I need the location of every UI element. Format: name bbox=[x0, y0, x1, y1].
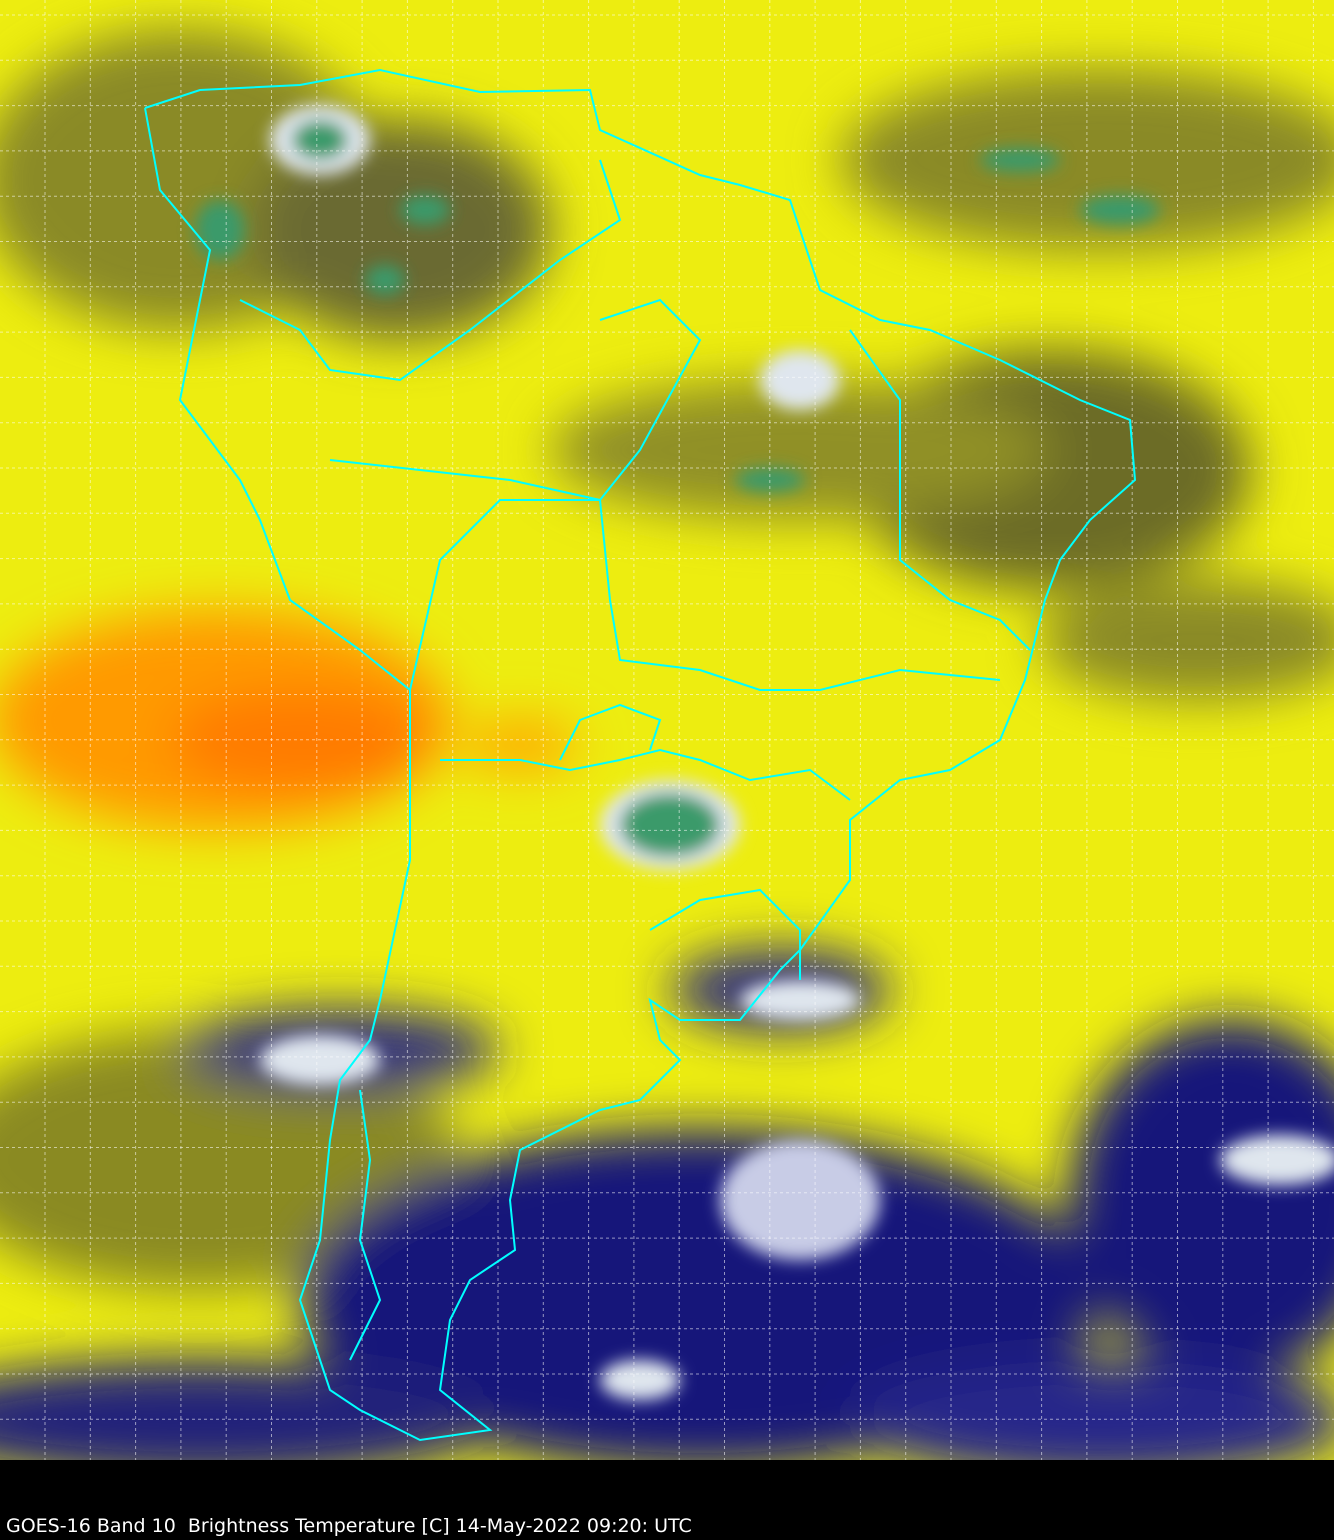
internal-border bbox=[849, 329, 1031, 651]
internal-border bbox=[559, 703, 662, 761]
country-borders bbox=[144, 68, 1137, 1442]
internal-border bbox=[409, 298, 702, 691]
brightness-temperature-field bbox=[0, 0, 1334, 1460]
internal-border bbox=[349, 1089, 382, 1361]
image-caption: GOES-16 Band 10 Brightness Temperature [… bbox=[6, 1515, 692, 1537]
internal-border bbox=[649, 888, 801, 980]
internal-border bbox=[329, 459, 1001, 691]
internal-border bbox=[440, 748, 851, 801]
internal-border bbox=[239, 159, 622, 382]
lat-lon-grid bbox=[0, 0, 1334, 1460]
satellite-image bbox=[0, 0, 1334, 1460]
south-america-coastline bbox=[144, 68, 1137, 1442]
